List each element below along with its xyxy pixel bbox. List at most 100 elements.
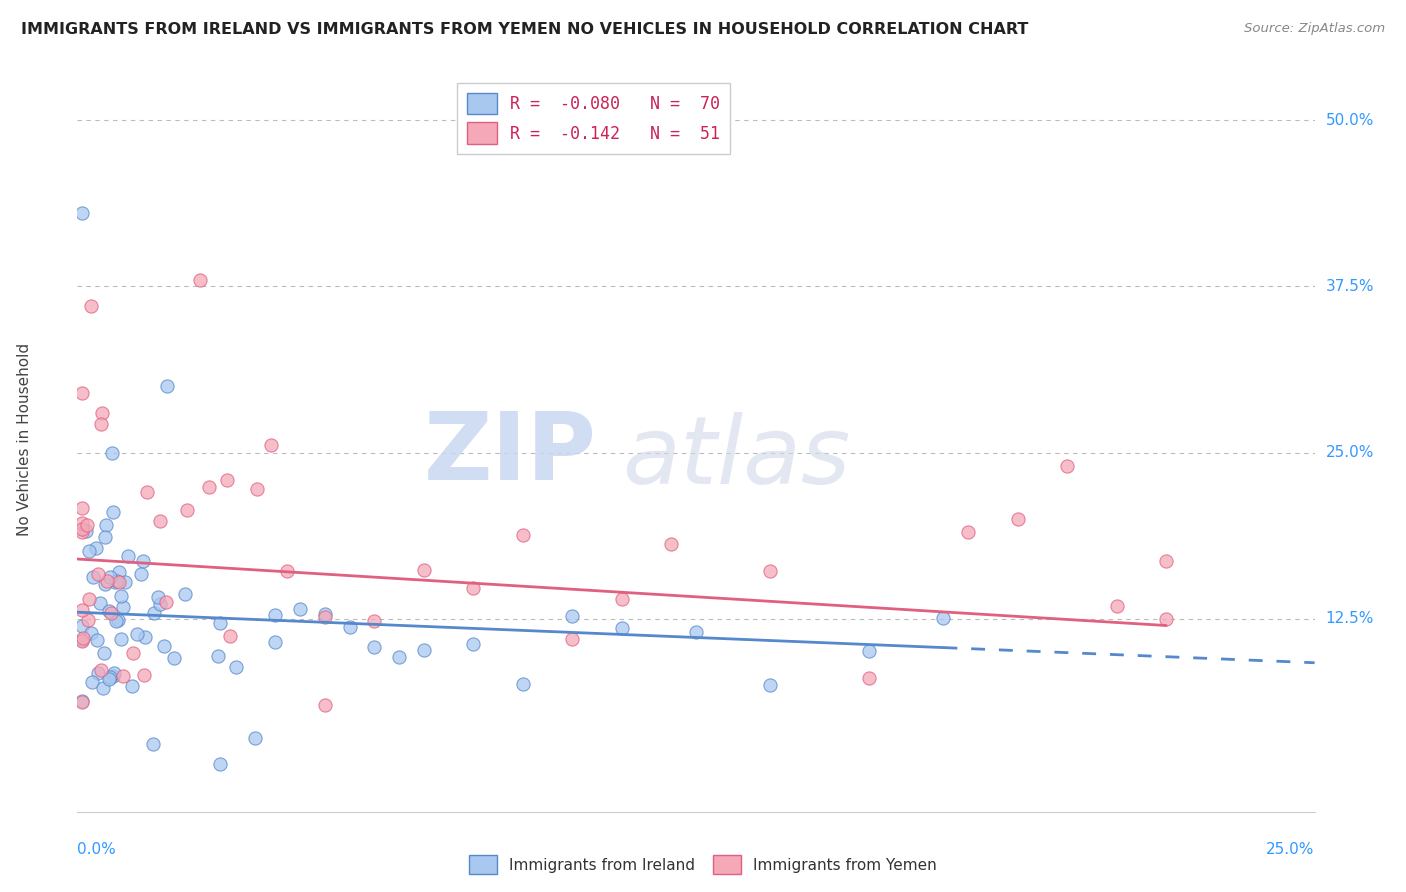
- Point: [207, 649, 229, 664]
- Text: 25.0%: 25.0%: [1267, 842, 1315, 857]
- Point: [215, 473, 238, 487]
- Point: [156, 379, 179, 393]
- Point: [107, 613, 129, 627]
- Point: [87, 567, 110, 582]
- Point: [98, 672, 121, 686]
- Point: [72, 619, 94, 633]
- Point: [72, 524, 94, 539]
- Point: [110, 632, 132, 647]
- Point: [72, 694, 94, 708]
- Point: [610, 621, 633, 635]
- Point: [209, 615, 232, 630]
- Point: [176, 503, 198, 517]
- Point: [103, 666, 125, 681]
- Point: [72, 695, 94, 709]
- Point: [512, 528, 534, 542]
- Point: [84, 541, 107, 555]
- Point: [288, 602, 311, 616]
- Point: [163, 651, 186, 665]
- Point: [188, 273, 211, 287]
- Point: [104, 575, 127, 590]
- Point: [98, 670, 121, 684]
- Point: [77, 544, 100, 558]
- Point: [260, 438, 283, 452]
- Point: [512, 676, 534, 690]
- Point: [610, 592, 633, 607]
- Point: [463, 581, 485, 595]
- Point: [246, 482, 269, 496]
- Point: [72, 634, 94, 648]
- Text: 25.0%: 25.0%: [1326, 445, 1374, 460]
- Point: [72, 631, 94, 645]
- Point: [932, 610, 955, 624]
- Point: [134, 630, 156, 644]
- Point: [110, 589, 132, 603]
- Point: [98, 570, 121, 584]
- Point: [72, 632, 94, 647]
- Point: [561, 632, 583, 647]
- Point: [149, 515, 172, 529]
- Point: [314, 610, 336, 624]
- Point: [363, 640, 385, 654]
- Text: ZIP: ZIP: [425, 409, 598, 500]
- Point: [127, 627, 149, 641]
- Legend: R =  -0.080   N =  70, R =  -0.142   N =  51: R = -0.080 N = 70, R = -0.142 N = 51: [457, 83, 730, 153]
- Point: [225, 660, 247, 674]
- Point: [91, 681, 114, 695]
- Text: No Vehicles in Household: No Vehicles in Household: [17, 343, 32, 536]
- Point: [94, 531, 117, 545]
- Point: [80, 299, 103, 313]
- Point: [412, 563, 434, 577]
- Point: [86, 633, 108, 648]
- Point: [80, 626, 103, 640]
- Point: [90, 663, 112, 677]
- Text: Source: ZipAtlas.com: Source: ZipAtlas.com: [1244, 22, 1385, 36]
- Point: [759, 678, 782, 692]
- Point: [412, 643, 434, 657]
- Point: [1056, 458, 1078, 473]
- Point: [72, 501, 94, 516]
- Point: [858, 644, 880, 658]
- Point: [957, 525, 980, 540]
- Point: [759, 565, 782, 579]
- Point: [129, 566, 152, 581]
- Text: 0.0%: 0.0%: [77, 842, 117, 857]
- Point: [94, 576, 117, 591]
- Point: [121, 646, 143, 660]
- Point: [685, 625, 707, 640]
- Point: [146, 590, 169, 604]
- Point: [219, 629, 242, 643]
- Point: [388, 649, 411, 664]
- Point: [107, 574, 129, 589]
- Point: [117, 549, 139, 563]
- Point: [208, 756, 231, 771]
- Point: [111, 668, 134, 682]
- Point: [72, 522, 94, 536]
- Point: [121, 679, 143, 693]
- Point: [314, 698, 336, 713]
- Point: [90, 406, 112, 420]
- Point: [86, 666, 108, 681]
- Point: [132, 553, 155, 567]
- Point: [89, 596, 111, 610]
- Point: [314, 607, 336, 621]
- Point: [463, 637, 485, 651]
- Point: [96, 574, 118, 589]
- Text: 37.5%: 37.5%: [1326, 279, 1374, 293]
- Point: [72, 603, 94, 617]
- Point: [80, 675, 103, 690]
- Text: atlas: atlas: [621, 412, 851, 503]
- Point: [107, 565, 129, 579]
- Point: [198, 480, 221, 494]
- Point: [1154, 554, 1177, 568]
- Point: [82, 570, 104, 584]
- Point: [264, 635, 287, 649]
- Point: [107, 574, 129, 588]
- Point: [561, 609, 583, 624]
- Point: [339, 620, 361, 634]
- Text: 12.5%: 12.5%: [1326, 611, 1374, 626]
- Point: [77, 613, 100, 627]
- Text: 50.0%: 50.0%: [1326, 112, 1374, 128]
- Point: [75, 524, 97, 539]
- Point: [104, 614, 127, 628]
